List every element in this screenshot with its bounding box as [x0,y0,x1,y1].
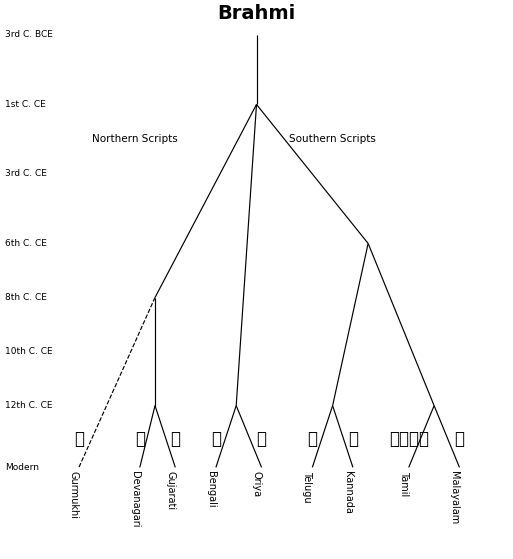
Text: 10th C. CE: 10th C. CE [5,347,53,356]
Text: Bengali: Bengali [206,471,216,508]
Text: Tamil: Tamil [399,471,409,496]
Text: Southern Scripts: Southern Scripts [289,134,376,144]
Text: Brahmi: Brahmi [218,4,295,23]
Text: Modern: Modern [5,463,40,472]
Text: ણ: ણ [170,430,180,448]
Text: ണ: ണ [455,430,464,448]
Text: Gujarati: Gujarati [165,471,175,510]
Text: Kannada: Kannada [343,471,353,514]
Text: Gurmukhi: Gurmukhi [69,471,79,519]
Text: Northern Scripts: Northern Scripts [92,134,177,144]
Text: ଣ: ଣ [256,430,267,448]
Text: ণ: ণ [211,430,221,448]
Text: Malayalam: Malayalam [449,471,460,524]
Text: ण: ण [135,430,145,448]
Text: Oriya: Oriya [251,471,262,498]
Text: 6th C. CE: 6th C. CE [5,239,47,248]
Text: 3rd C. CE: 3rd C. CE [5,169,47,178]
Text: 8th C. CE: 8th C. CE [5,293,47,302]
Text: ణ: ణ [307,430,318,448]
Text: ಣ: ಣ [348,430,358,448]
Text: 3rd C. BCE: 3rd C. BCE [5,30,53,40]
Text: ਣ: ਣ [74,430,84,448]
Text: ணார்: ணார் [389,430,429,448]
Text: 1st C. CE: 1st C. CE [5,100,46,109]
Text: 12th C. CE: 12th C. CE [5,401,53,410]
Text: Devanagari: Devanagari [130,471,140,528]
Text: Telugu: Telugu [302,471,312,503]
